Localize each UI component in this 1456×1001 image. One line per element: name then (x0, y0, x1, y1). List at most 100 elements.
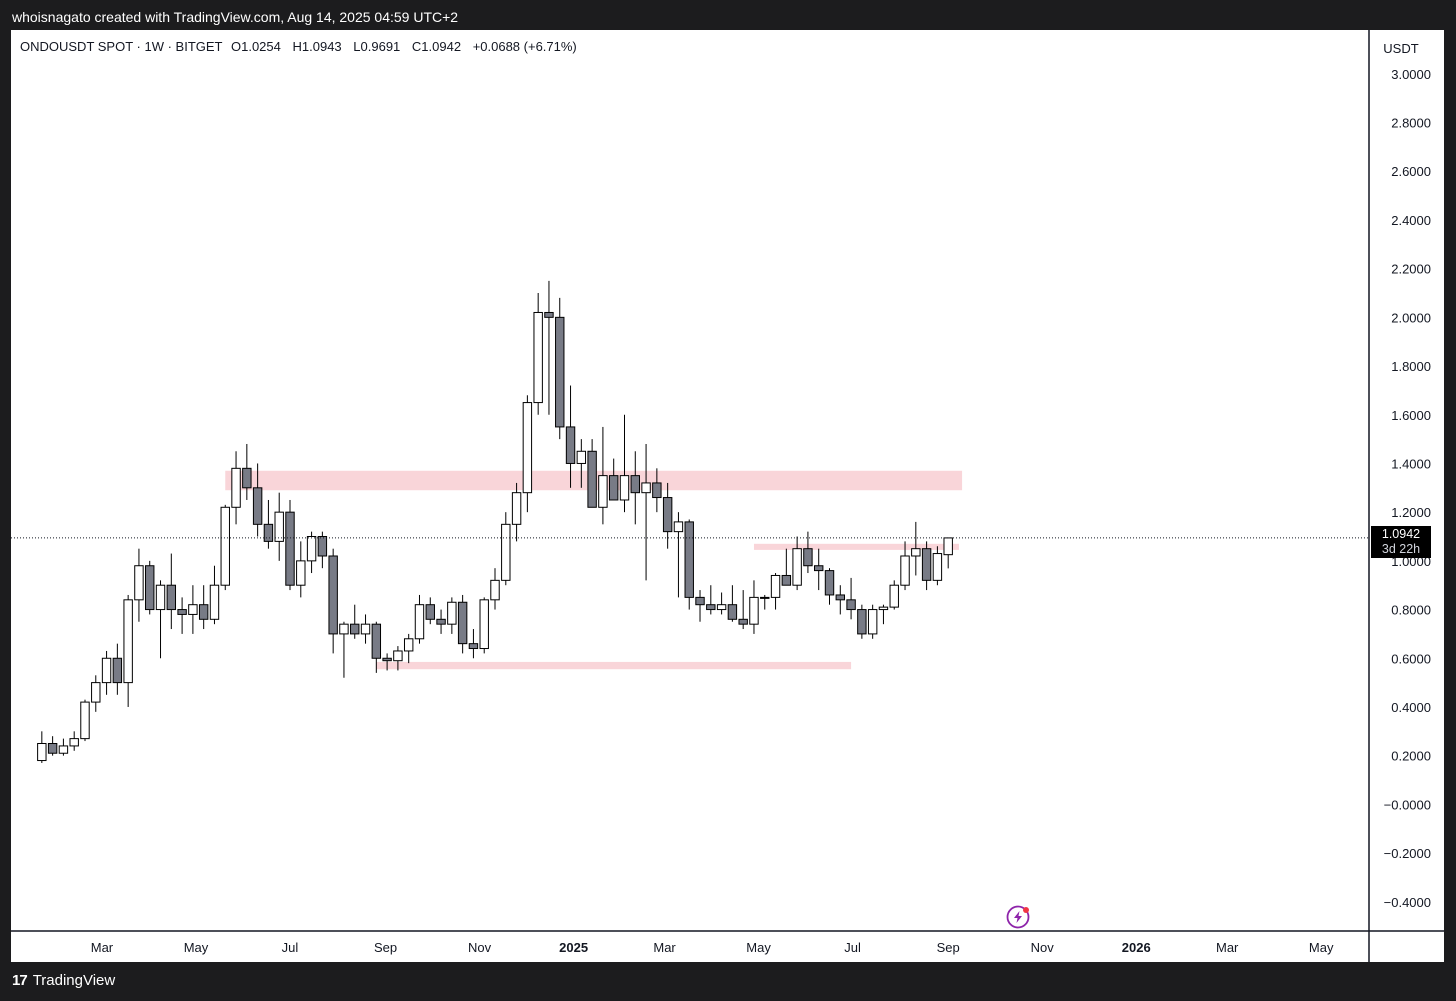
candle[interactable] (425, 597, 435, 625)
candle[interactable] (749, 580, 759, 634)
candle[interactable] (382, 653, 392, 671)
candle[interactable] (339, 621, 349, 678)
candle[interactable] (231, 451, 241, 525)
candle[interactable] (878, 604, 889, 625)
candle[interactable] (296, 541, 306, 598)
candle[interactable] (652, 468, 662, 513)
candle[interactable] (511, 482, 522, 542)
candlestick-chart[interactable]: 3.0000 2.8000 2.6000 2.4000 2.2000 2.0000 1.80… (11, 30, 1444, 962)
candle[interactable] (544, 280, 554, 415)
candle[interactable] (900, 541, 910, 591)
candle[interactable] (145, 560, 155, 615)
candle[interactable] (867, 604, 878, 639)
candle[interactable] (727, 585, 738, 622)
candle[interactable] (447, 597, 457, 634)
candle[interactable] (673, 512, 684, 598)
tradingview-footer[interactable]: 17 TradingView (12, 972, 115, 989)
candle[interactable] (814, 548, 824, 591)
candle[interactable] (371, 621, 382, 673)
candle[interactable] (274, 492, 284, 561)
lightning-icon[interactable] (1006, 905, 1030, 929)
y-axis-ticks: 3.0000 2.8000 2.6000 2.4000 2.2000 2.0000 1.80… (1384, 67, 1431, 910)
candle[interactable] (576, 439, 587, 488)
candle[interactable] (393, 646, 403, 671)
candle[interactable] (555, 297, 565, 440)
candle[interactable] (565, 385, 576, 488)
candle[interactable] (101, 650, 112, 695)
candle[interactable] (770, 573, 781, 610)
candle[interactable] (522, 395, 533, 513)
candle[interactable] (932, 546, 943, 586)
candle[interactable] (242, 443, 252, 500)
candle[interactable] (263, 499, 274, 549)
candle-body (662, 497, 673, 533)
candle-body (37, 742, 47, 762)
candle[interactable] (37, 731, 47, 763)
candle[interactable] (921, 541, 932, 591)
candle[interactable] (403, 633, 414, 664)
candle[interactable] (889, 580, 899, 610)
candle[interactable] (630, 451, 640, 525)
candle[interactable] (479, 597, 489, 654)
candle[interactable] (760, 594, 770, 610)
candle[interactable] (414, 594, 425, 644)
zone-1[interactable] (376, 661, 852, 670)
candle[interactable] (641, 443, 651, 581)
candle[interactable] (360, 614, 371, 644)
candle[interactable] (716, 592, 727, 615)
candle[interactable] (824, 568, 835, 605)
candle[interactable] (803, 531, 813, 574)
candle[interactable] (457, 594, 468, 654)
candle[interactable] (328, 548, 338, 654)
candle[interactable] (501, 512, 511, 586)
candle[interactable] (134, 548, 144, 622)
candle[interactable] (608, 458, 619, 501)
candle[interactable] (706, 585, 716, 615)
candle[interactable] (490, 568, 500, 610)
candle-body (145, 565, 155, 611)
candle[interactable] (112, 643, 123, 695)
zone-2[interactable] (753, 543, 959, 550)
candle[interactable] (47, 736, 58, 756)
candle-body (447, 601, 457, 625)
candle[interactable] (911, 521, 921, 576)
candle[interactable] (155, 580, 166, 659)
candle[interactable] (166, 553, 177, 630)
candle[interactable] (662, 482, 673, 549)
candle-body (576, 450, 587, 464)
candle[interactable] (468, 629, 479, 659)
candle[interactable] (619, 414, 630, 513)
candle[interactable] (835, 585, 845, 615)
candle[interactable] (533, 292, 543, 415)
candle[interactable] (781, 548, 792, 586)
candle[interactable] (695, 590, 705, 622)
candle[interactable] (792, 536, 802, 591)
candle[interactable] (306, 531, 317, 574)
candle[interactable] (58, 738, 69, 756)
candle[interactable] (177, 597, 187, 634)
candle[interactable] (252, 463, 263, 537)
candle[interactable] (857, 604, 867, 639)
currency-label[interactable]: USDT (1383, 41, 1418, 56)
candle[interactable] (436, 609, 446, 634)
candle[interactable] (123, 594, 133, 707)
candle[interactable] (209, 565, 220, 625)
candle-body (479, 599, 489, 650)
candle[interactable] (69, 731, 79, 751)
candle[interactable] (317, 531, 328, 569)
candle[interactable] (587, 439, 597, 508)
candle[interactable] (80, 699, 90, 742)
candle[interactable] (285, 499, 295, 591)
candle[interactable] (91, 675, 101, 712)
candle[interactable] (220, 504, 230, 591)
candle[interactable] (943, 537, 953, 569)
candle[interactable] (684, 519, 694, 610)
candle-body (58, 745, 69, 754)
candle[interactable] (738, 590, 748, 630)
candle[interactable] (188, 585, 198, 634)
candle[interactable] (350, 604, 360, 639)
candle[interactable] (598, 426, 608, 525)
candle[interactable] (846, 577, 856, 620)
candle-body (921, 548, 932, 581)
candle[interactable] (198, 585, 209, 630)
